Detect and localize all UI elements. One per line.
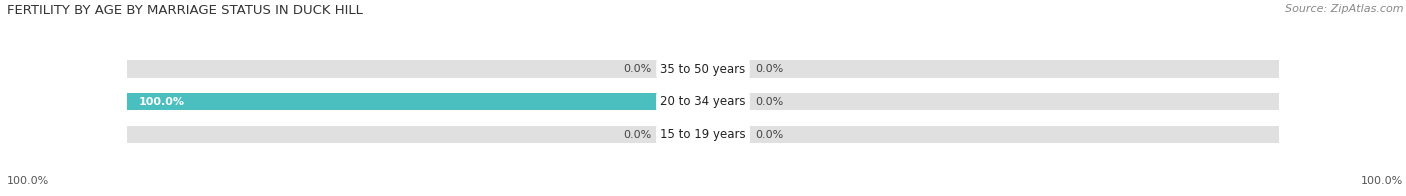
Text: 100.0%: 100.0% [7,176,49,186]
Bar [703,126,1279,143]
Text: 20 to 34 years: 20 to 34 years [661,95,745,108]
Text: 0.0%: 0.0% [755,64,783,74]
Bar [127,61,703,78]
Bar [127,93,657,111]
Text: 0.0%: 0.0% [755,97,783,107]
Text: 0.0%: 0.0% [755,130,783,140]
Bar [127,93,703,111]
Bar [703,93,1279,111]
Text: 15 to 19 years: 15 to 19 years [661,128,745,141]
Text: Source: ZipAtlas.com: Source: ZipAtlas.com [1285,4,1403,14]
Bar [127,126,703,143]
Text: 35 to 50 years: 35 to 50 years [661,63,745,75]
Text: 0.0%: 0.0% [623,64,651,74]
Text: 100.0%: 100.0% [139,97,184,107]
Bar [127,93,703,111]
Bar [703,61,749,78]
Text: 100.0%: 100.0% [1361,176,1403,186]
Bar [657,126,703,143]
Bar [703,93,749,111]
Bar [657,61,703,78]
Bar [703,126,749,143]
Bar [703,61,1279,78]
Text: FERTILITY BY AGE BY MARRIAGE STATUS IN DUCK HILL: FERTILITY BY AGE BY MARRIAGE STATUS IN D… [7,4,363,17]
Bar [657,93,703,111]
Text: 0.0%: 0.0% [623,130,651,140]
